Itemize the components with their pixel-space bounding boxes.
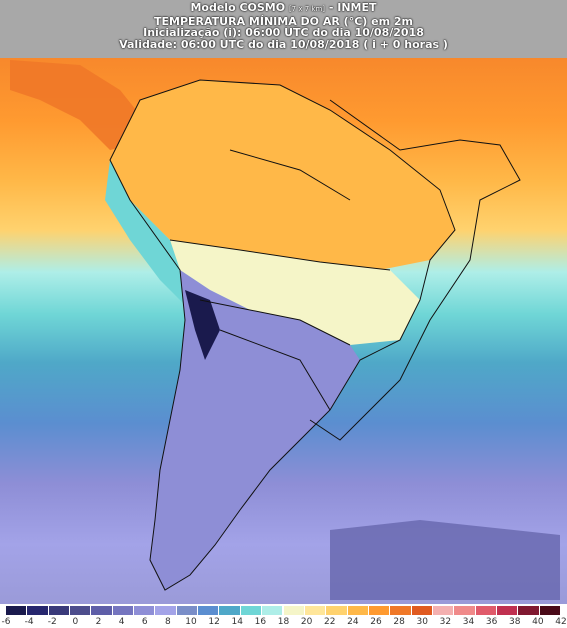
- legend-tick-label: 8: [165, 617, 171, 627]
- andes-cold: [185, 290, 220, 360]
- legend-tick-label: 4: [118, 617, 125, 627]
- legend-swatch: [304, 606, 327, 615]
- legend-swatch: [48, 606, 71, 615]
- color-legend: -6 -4 -2 0 2 4 6 8 10 12 14 16 18 20 22 24 26 28 30 32 34 36 3…: [0, 604, 567, 628]
- legend-swatch: [496, 606, 519, 615]
- legend-swatch: [70, 606, 92, 615]
- model-source: - INMET: [328, 1, 377, 14]
- legend-tick-label: 40: [532, 617, 544, 627]
- legend-swatch: [326, 606, 348, 615]
- legend-swatch: [91, 606, 113, 615]
- init-time: Inicialização (i): 06:00 UTC do dia 10/0…: [143, 26, 424, 39]
- legend-tick-label: 30: [416, 617, 428, 627]
- legend-swatch: [411, 606, 433, 615]
- legend-swatch: [262, 606, 284, 615]
- legend-tick-label: 26: [370, 617, 382, 627]
- legend-tick-label: 0: [72, 617, 79, 627]
- legend-tick-label: 14: [231, 617, 243, 627]
- south-america-north: [110, 80, 455, 270]
- legend-tick-label: 10: [185, 617, 197, 627]
- legend-swatch: [283, 606, 305, 615]
- legend-tick-label: 38: [509, 617, 521, 627]
- south-america-central: [170, 240, 420, 345]
- no-data-area: [0, 0, 567, 58]
- legend-tick-label: 22: [324, 617, 336, 627]
- legend-swatch: [27, 606, 49, 615]
- valid-time: Validade: 06:00 UTC do dia 10/08/2018 ( …: [119, 37, 448, 51]
- legend-swatch: [112, 606, 135, 615]
- legend-swatch: [240, 606, 263, 615]
- map-title: TEMPERATURA MÍNIMA DO AR (°C) em 2m: [154, 14, 413, 28]
- legend-tick-label: 42: [555, 617, 567, 627]
- legend-swatch: [155, 606, 177, 615]
- legend-swatch: [219, 606, 241, 615]
- legend-swatch: [432, 606, 455, 615]
- legend-swatch: [390, 606, 412, 615]
- legend-tick-label: 2: [95, 617, 102, 627]
- legend-tick-label: 28: [393, 617, 405, 627]
- country-borders: [109, 79, 521, 591]
- legend-swatch: [475, 606, 497, 615]
- legend-tick-label: 24: [347, 617, 359, 627]
- legend-tick-label: 34: [462, 617, 475, 627]
- legend-swatch: [539, 606, 561, 615]
- legend-tick-label: -6: [1, 617, 11, 627]
- legend-swatch: [198, 606, 220, 615]
- legend-swatch: [368, 606, 391, 615]
- legend-tick-label: 16: [254, 617, 267, 627]
- legend-tick-label: 20: [300, 617, 313, 627]
- legend-swatch: [134, 606, 156, 615]
- legend-tick-label: 18: [277, 617, 290, 627]
- central-america: [10, 60, 150, 150]
- legend-tick-label: -2: [47, 617, 57, 627]
- model-name: Modelo COSMO: [190, 1, 286, 14]
- legend-tick-label: -4: [24, 617, 34, 627]
- legend-swatch: [454, 606, 476, 615]
- model-resolution: [7 x 7 km]: [288, 5, 326, 13]
- legend-swatch: [176, 606, 199, 615]
- legend-tick-label: 36: [485, 617, 498, 627]
- legend-tick-label: 6: [141, 617, 148, 627]
- south-atlantic-cold: [330, 520, 560, 600]
- legend-swatch: [518, 606, 540, 615]
- legend-swatch: [6, 606, 28, 615]
- legend-swatch: [347, 606, 369, 615]
- map-header: Modelo COSMO [7 x 7 km] - INMET TEMPERAT…: [0, 0, 567, 60]
- legend-tick-label: 32: [439, 617, 452, 627]
- temperature-map: [0, 0, 567, 605]
- legend-tick-label: 12: [208, 617, 220, 627]
